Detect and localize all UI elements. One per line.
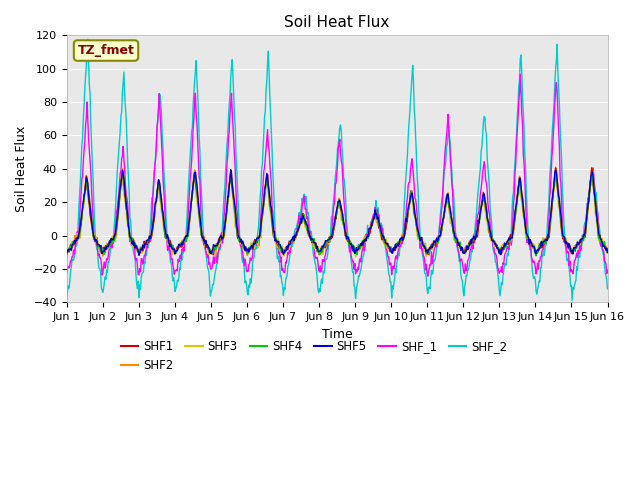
SHF2 [404,214,412,220]
SHF4 [604,250,611,256]
SHF2 [99,253,107,259]
SHF1 [129,240,136,246]
SHF3 [212,253,220,259]
SHF2 [129,239,137,245]
SHF_1 [419,246,426,252]
SHF5 [63,248,70,253]
SHF3 [420,249,428,254]
SHF1 [63,251,70,257]
X-axis label: Time: Time [322,328,353,341]
Line: SHF3: SHF3 [67,173,607,257]
SHF4 [532,253,540,259]
SHF3 [404,210,412,216]
SHF_1 [183,233,191,239]
Line: SHF_1: SHF_1 [67,74,607,276]
SHF1 [604,248,611,253]
SHF1 [419,242,427,248]
SHF3 [129,243,136,249]
SHF_2 [604,286,611,292]
SHF_1 [73,239,81,244]
Line: SHF_2: SHF_2 [67,39,607,300]
SHF4 [129,241,137,247]
SHF5 [129,241,136,247]
SHF4 [63,252,70,257]
SHF4 [73,238,81,243]
SHF1 [73,238,81,244]
SHF1 [209,252,217,258]
SHF_2 [63,296,70,301]
SHF_1 [212,249,220,255]
SHF_2 [212,263,220,269]
SHF_1 [516,72,524,77]
SHF5 [212,243,220,249]
SHF2 [184,233,192,239]
SHF4 [419,240,427,246]
SHF3 [73,238,81,244]
SHF_2 [404,152,412,157]
SHF5 [73,238,81,244]
SHF3 [63,253,70,259]
SHF1 [552,165,559,171]
SHF_1 [424,273,431,279]
SHF_1 [604,267,611,273]
SHF5 [135,252,143,258]
SHF2 [604,249,611,255]
SHF_2 [184,193,192,199]
SHF_2 [419,256,427,262]
SHF3 [226,170,234,176]
Line: SHF5: SHF5 [67,169,607,255]
Legend: SHF1, SHF2, SHF3, SHF4, SHF5, SHF_1, SHF_2: SHF1, SHF2, SHF3, SHF4, SHF5, SHF_1, SHF… [116,336,512,377]
SHF5 [604,250,611,255]
SHF5 [404,205,412,211]
SHF_2 [84,36,92,42]
Line: SHF1: SHF1 [67,168,607,255]
SHF4 [212,245,220,251]
SHF2 [73,237,81,242]
SHF_2 [129,244,137,250]
Line: SHF4: SHF4 [67,171,607,256]
SHF_2 [568,298,576,303]
SHF_1 [63,271,70,276]
SHF2 [63,248,70,254]
SHF1 [212,243,220,249]
SHF4 [184,234,192,240]
SHF3 [183,236,191,241]
SHF1 [183,234,191,240]
SHF2 [419,240,427,246]
Y-axis label: Soil Heat Flux: Soil Heat Flux [15,126,28,212]
SHF3 [352,254,360,260]
Title: Soil Heat Flux: Soil Heat Flux [284,15,390,30]
SHF5 [227,167,235,172]
SHF2 [552,164,559,170]
Text: TZ_fmet: TZ_fmet [77,44,134,57]
SHF5 [184,229,192,235]
SHF1 [404,215,412,220]
SHF5 [420,243,428,249]
SHF_1 [129,239,136,245]
SHF2 [212,241,220,247]
SHF_1 [403,200,410,206]
SHF3 [604,247,611,252]
SHF4 [404,213,412,219]
SHF_2 [73,243,81,249]
SHF4 [118,168,126,174]
Line: SHF2: SHF2 [67,167,607,256]
